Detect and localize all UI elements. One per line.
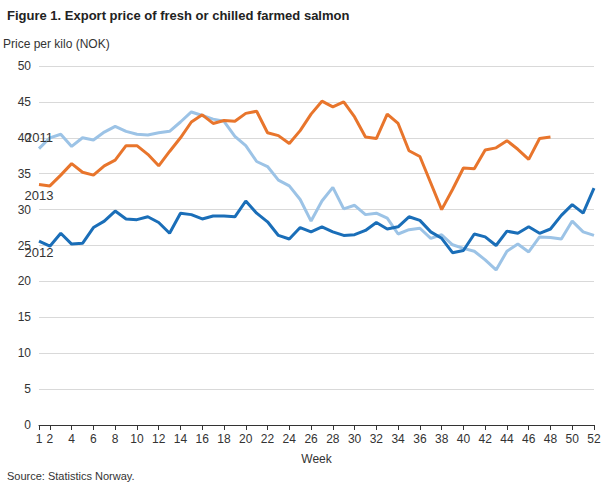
svg-text:50: 50: [566, 432, 580, 446]
svg-text:35: 35: [18, 167, 32, 181]
svg-text:28: 28: [326, 432, 340, 446]
svg-text:18: 18: [217, 432, 231, 446]
svg-text:50: 50: [18, 59, 32, 73]
svg-text:14: 14: [174, 432, 188, 446]
svg-text:Price per kilo (NOK): Price per kilo (NOK): [3, 37, 110, 51]
svg-text:20: 20: [18, 274, 32, 288]
svg-text:12: 12: [152, 432, 166, 446]
svg-text:4: 4: [68, 432, 75, 446]
svg-text:2013: 2013: [25, 188, 54, 203]
svg-text:26: 26: [304, 432, 318, 446]
svg-text:Figure 1. Export price of fres: Figure 1. Export price of fresh or chill…: [7, 8, 349, 23]
svg-text:6: 6: [90, 432, 97, 446]
svg-text:15: 15: [18, 310, 32, 324]
svg-text:10: 10: [18, 346, 32, 360]
svg-text:30: 30: [18, 203, 32, 217]
svg-text:0: 0: [24, 418, 31, 432]
svg-text:16: 16: [196, 432, 210, 446]
svg-text:8: 8: [112, 432, 119, 446]
svg-text:46: 46: [522, 432, 536, 446]
svg-text:45: 45: [18, 95, 32, 109]
svg-text:Week: Week: [301, 452, 332, 466]
svg-text:34: 34: [391, 432, 405, 446]
svg-text:5: 5: [24, 382, 31, 396]
svg-text:48: 48: [544, 432, 558, 446]
svg-text:44: 44: [500, 432, 514, 446]
svg-text:2011: 2011: [25, 130, 53, 145]
svg-text:24: 24: [283, 432, 297, 446]
svg-text:38: 38: [435, 432, 449, 446]
svg-text:20: 20: [239, 432, 253, 446]
svg-text:2012: 2012: [25, 245, 54, 260]
svg-text:42: 42: [478, 432, 492, 446]
svg-text:40: 40: [457, 432, 471, 446]
svg-text:30: 30: [348, 432, 362, 446]
svg-text:52: 52: [587, 432, 601, 446]
svg-text:10: 10: [130, 432, 144, 446]
svg-text:2: 2: [47, 432, 54, 446]
svg-text:32: 32: [370, 432, 384, 446]
svg-text:Source: Statistics Norway.: Source: Statistics Norway.: [7, 470, 135, 482]
svg-text:1: 1: [36, 432, 43, 446]
svg-text:36: 36: [413, 432, 427, 446]
svg-text:22: 22: [261, 432, 275, 446]
